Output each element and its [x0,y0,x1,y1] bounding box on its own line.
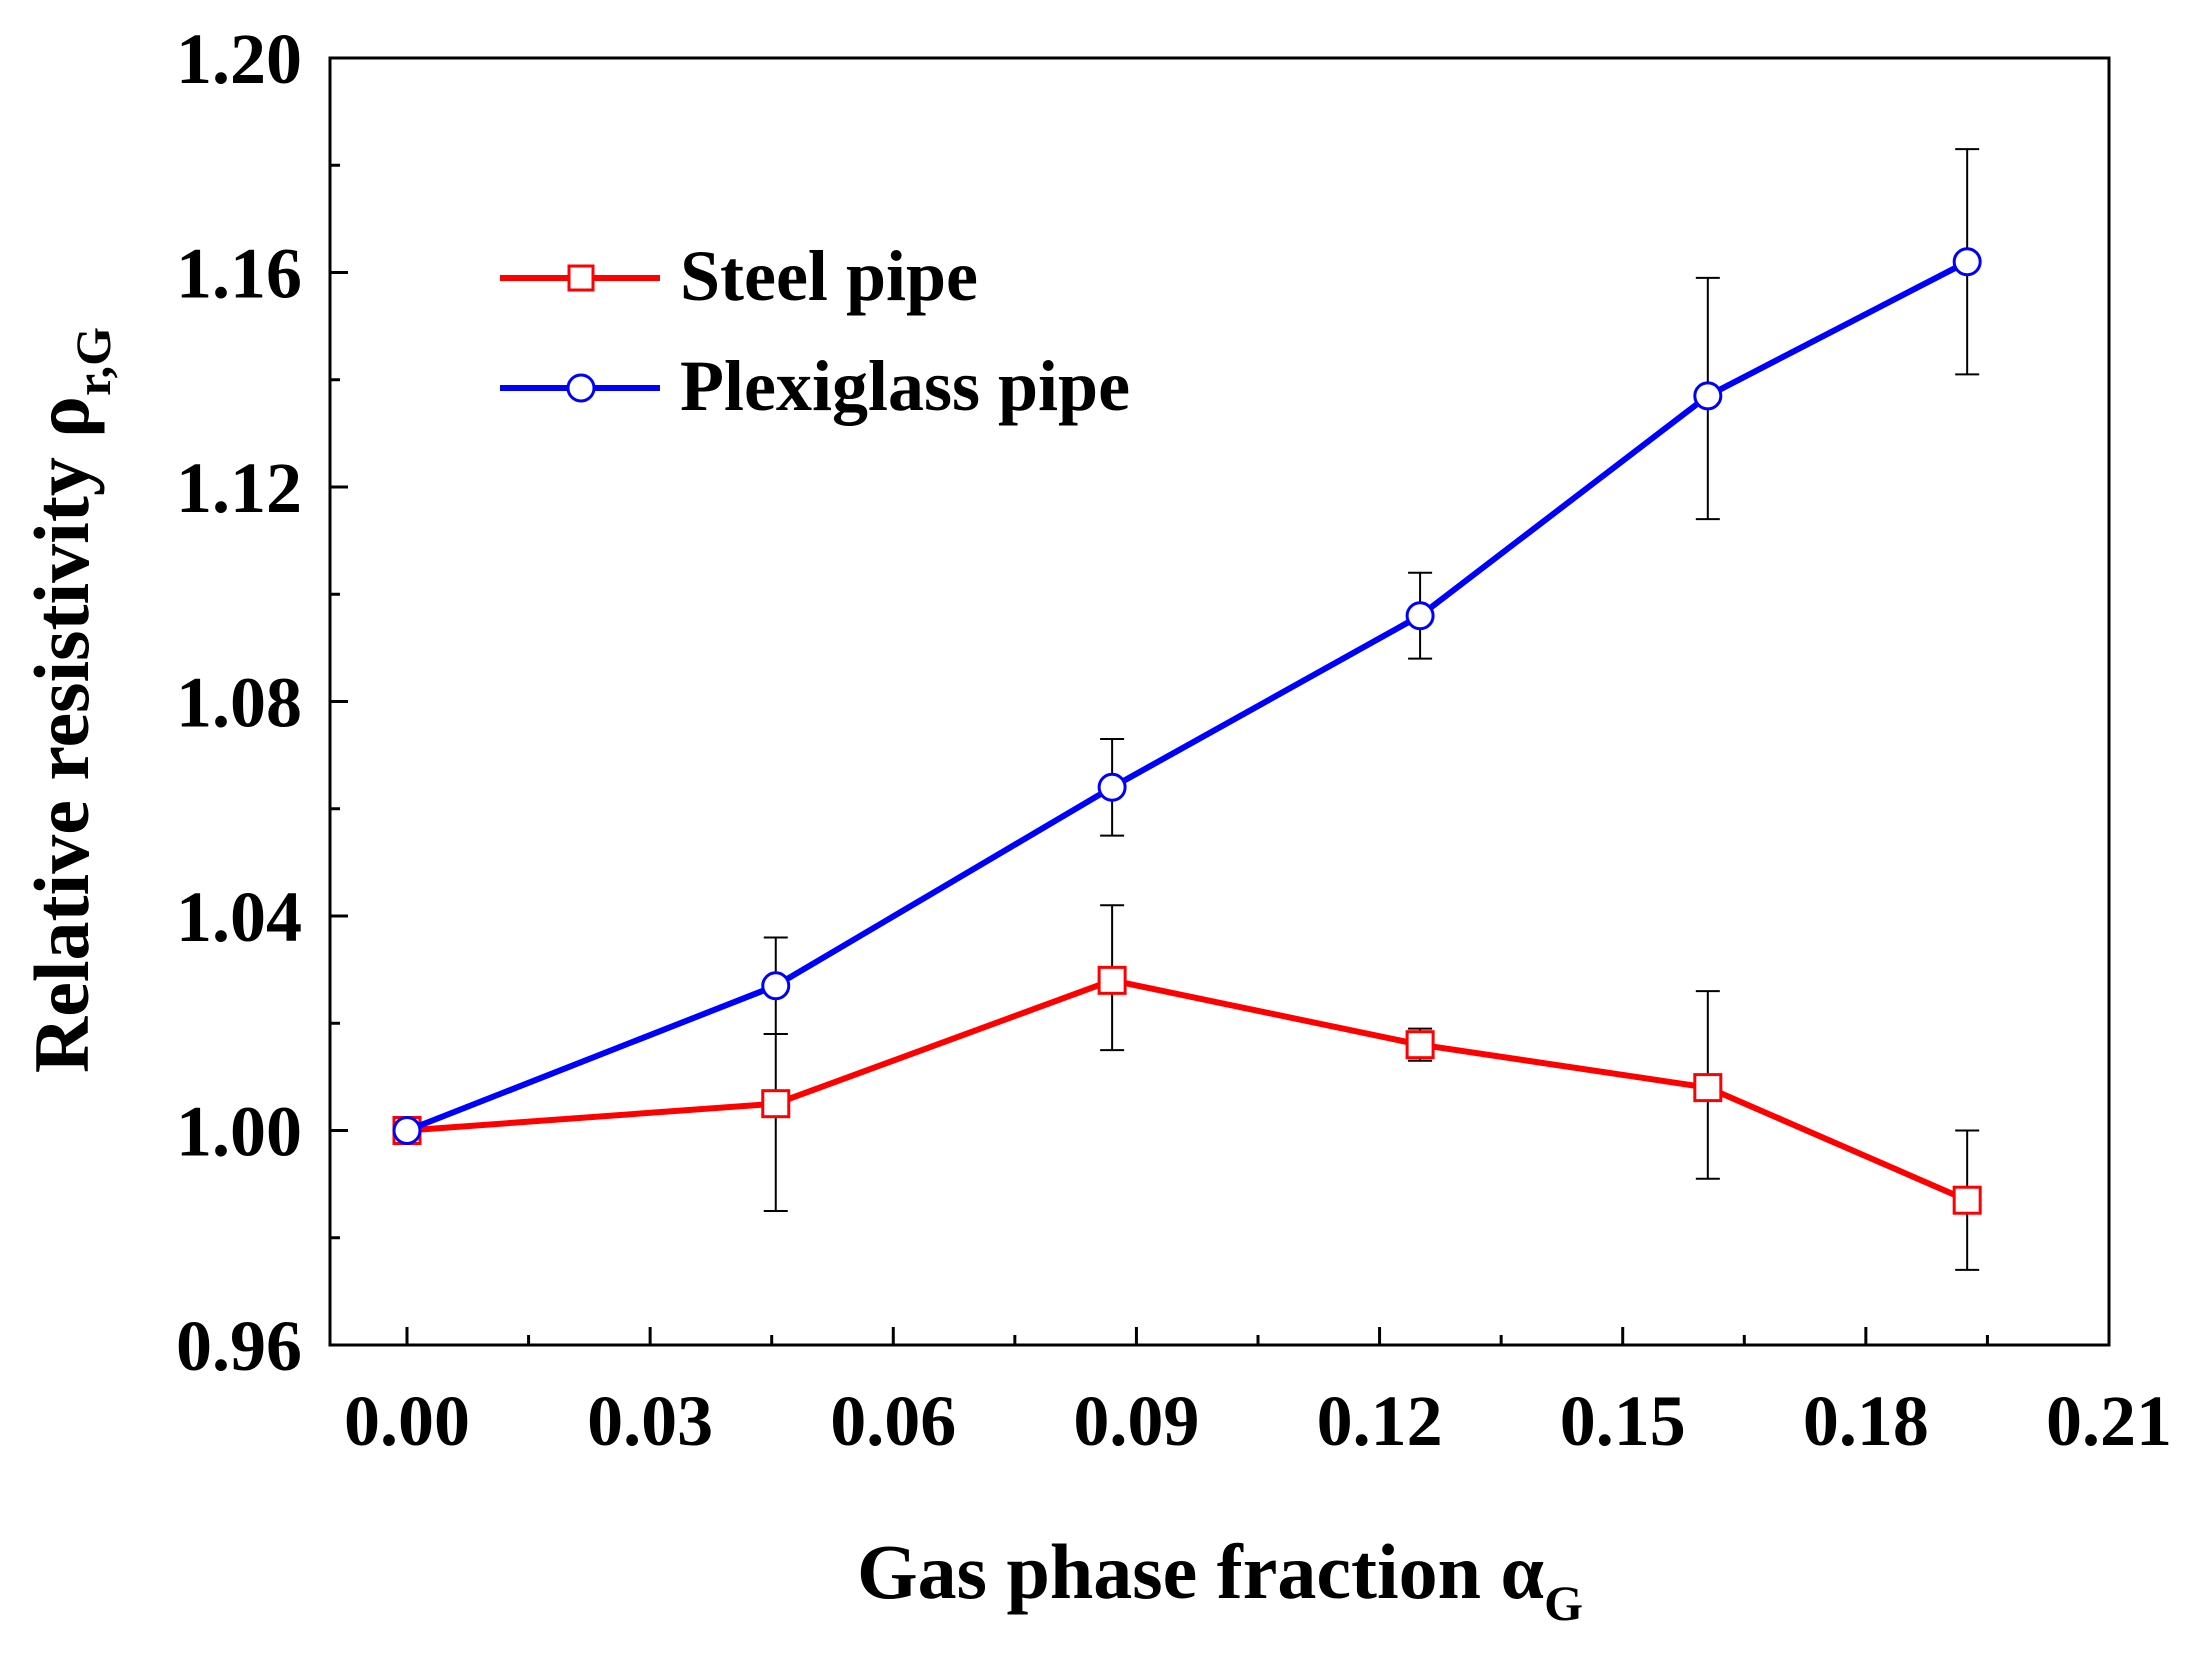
y-tick-label: 1.12 [176,448,302,528]
data-point-plexiglass-pipe [1693,381,1723,411]
data-point-steel-pipe [1952,1185,1982,1215]
y-axis-label-subscript: r,G [65,327,121,396]
legend-marker-plexiglass-pipe [566,373,596,403]
x-axis-label-subscript: G [1544,1575,1583,1631]
x-axis-ticks: 0.00 0.03 0.06 0.09 0.12 0.15 0.18 0.21 [344,1327,2172,1461]
series-line-plexiglass-pipe [405,259,1969,1134]
legend-marker-steel-pipe [567,264,595,292]
x-tick-label: 0.00 [344,1381,470,1461]
series-layer [392,148,1982,1271]
legend: Steel pipe Plexiglass pipe [500,236,1130,426]
x-tick-label: 0.21 [2046,1381,2172,1461]
y-tick-label: 0.96 [176,1306,302,1386]
y-tick-label: 1.04 [176,877,302,957]
data-point-plexiglass-pipe [392,1116,422,1145]
series-line-steel-pipe [406,977,1969,1203]
data-point-steel-pipe [1097,965,1127,995]
y-axis-label-symbol: ρ [18,396,105,438]
x-tick-label: 0.03 [587,1381,713,1461]
x-tick-label: 0.12 [1317,1381,1443,1461]
x-axis-label-text: Gas phase fraction [857,1528,1501,1615]
x-tick-label: 0.09 [1073,1381,1199,1461]
y-tick-label: 1.00 [176,1092,302,1172]
y-tick-label: 1.16 [176,234,302,314]
y-axis-ticks: 0.96 1.00 1.04 1.08 1.12 1.16 1.20 [176,19,348,1386]
legend-label-steel-pipe: Steel pipe [680,236,978,316]
data-point-plexiglass-pipe [1405,601,1435,631]
x-tick-label: 0.15 [1560,1381,1686,1461]
y-axis-label-text: Relative resistivity [18,438,105,1073]
data-point-plexiglass-pipe [1952,247,1982,277]
data-point-steel-pipe [761,1089,791,1119]
x-axis-label: Gas phase fraction αG [857,1528,1583,1631]
data-point-plexiglass-pipe [761,971,791,1001]
x-axis-label-symbol: α [1501,1528,1545,1615]
y-axis-label: Relative resistivity ρr,G [18,327,121,1073]
data-point-plexiglass-pipe [1097,772,1127,802]
x-tick-label: 0.06 [830,1381,956,1461]
legend-label-plexiglass-pipe: Plexiglass pipe [680,346,1130,426]
data-point-steel-pipe [1693,1073,1723,1103]
data-point-steel-pipe [1405,1030,1435,1060]
y-tick-label: 1.08 [176,663,302,743]
y-tick-label: 1.20 [176,19,302,99]
series-plexiglass-pipe [392,148,1982,1145]
x-tick-label: 0.18 [1803,1381,1929,1461]
